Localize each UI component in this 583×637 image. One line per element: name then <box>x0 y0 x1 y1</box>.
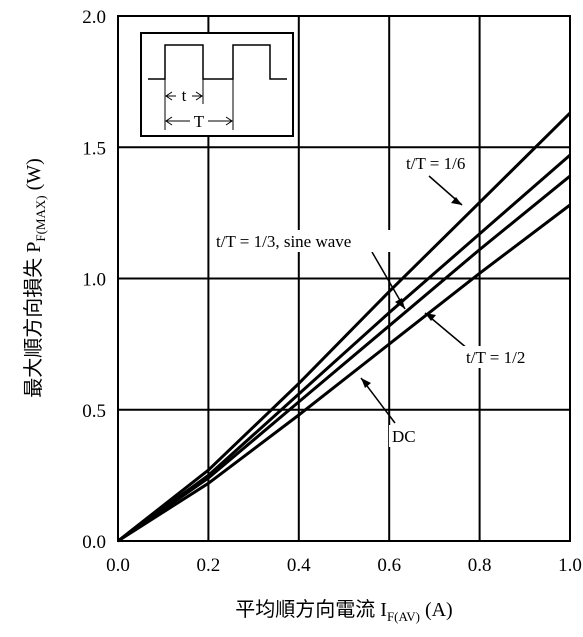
x-tick-label: 0.4 <box>287 555 311 576</box>
y-tick-label: 1.0 <box>82 270 106 291</box>
annotation-mask <box>389 425 421 447</box>
annotations: t/T = 1/6 t/T = 1/3, sine wave t/T = 1/2… <box>212 152 538 447</box>
y-tick-label: 1.5 <box>82 138 106 159</box>
x-tick-label: 0.8 <box>468 555 492 576</box>
x-axis-title: 平均順方向電流 IF(AV) (A) <box>235 598 452 624</box>
arrowhead <box>361 378 371 388</box>
x-tick-label: 1.0 <box>558 555 582 576</box>
pulse-waveform <box>148 44 287 80</box>
y-axis-title: 最大順方向損失 PF(MAX) (W) <box>22 158 48 398</box>
series-line-1 <box>117 112 572 543</box>
series-line-3 <box>117 174 571 543</box>
x-tick-label: 0.6 <box>377 555 401 576</box>
x-tick-label: 0.0 <box>106 555 130 576</box>
arrowhead <box>451 197 462 205</box>
annotation-1-3-sine: t/T = 1/3, sine wave <box>216 232 351 251</box>
arrowhead <box>395 298 405 309</box>
x-tick-label: 0.2 <box>197 555 221 576</box>
inset-label-T: T <box>194 112 205 131</box>
annotation-dc: DC <box>392 427 416 446</box>
inset-arrowhead <box>195 91 203 101</box>
inset-label-mask <box>176 86 192 104</box>
y-tick-label: 0.5 <box>82 401 106 422</box>
series-line-4 <box>117 203 571 543</box>
waveform-inset: t T <box>140 32 294 137</box>
tick-labels: 0.0 0.2 0.4 0.6 0.8 1.0 0.0 0.5 1.0 1.5 2.0 <box>82 7 582 576</box>
series-line-2 <box>117 153 571 543</box>
plot-frame <box>117 15 571 542</box>
inset-label-mask <box>190 111 208 129</box>
annotation-mask <box>212 230 392 252</box>
annotation-mask <box>403 152 475 174</box>
y-tick-label: 0.0 <box>82 532 106 553</box>
annotation-1-2: t/T = 1/2 <box>466 348 525 367</box>
inset-arrowhead <box>225 116 233 126</box>
arrowhead <box>425 313 436 321</box>
annotation-mask <box>462 346 538 368</box>
annotation-1-6: t/T = 1/6 <box>406 154 465 173</box>
inset-arrowhead <box>165 116 173 126</box>
y-tick-label: 2.0 <box>82 7 106 28</box>
inset-arrowhead <box>165 91 173 101</box>
inset-label-t: t <box>182 86 187 105</box>
series-lines <box>117 112 572 543</box>
inset-frame <box>140 32 294 137</box>
